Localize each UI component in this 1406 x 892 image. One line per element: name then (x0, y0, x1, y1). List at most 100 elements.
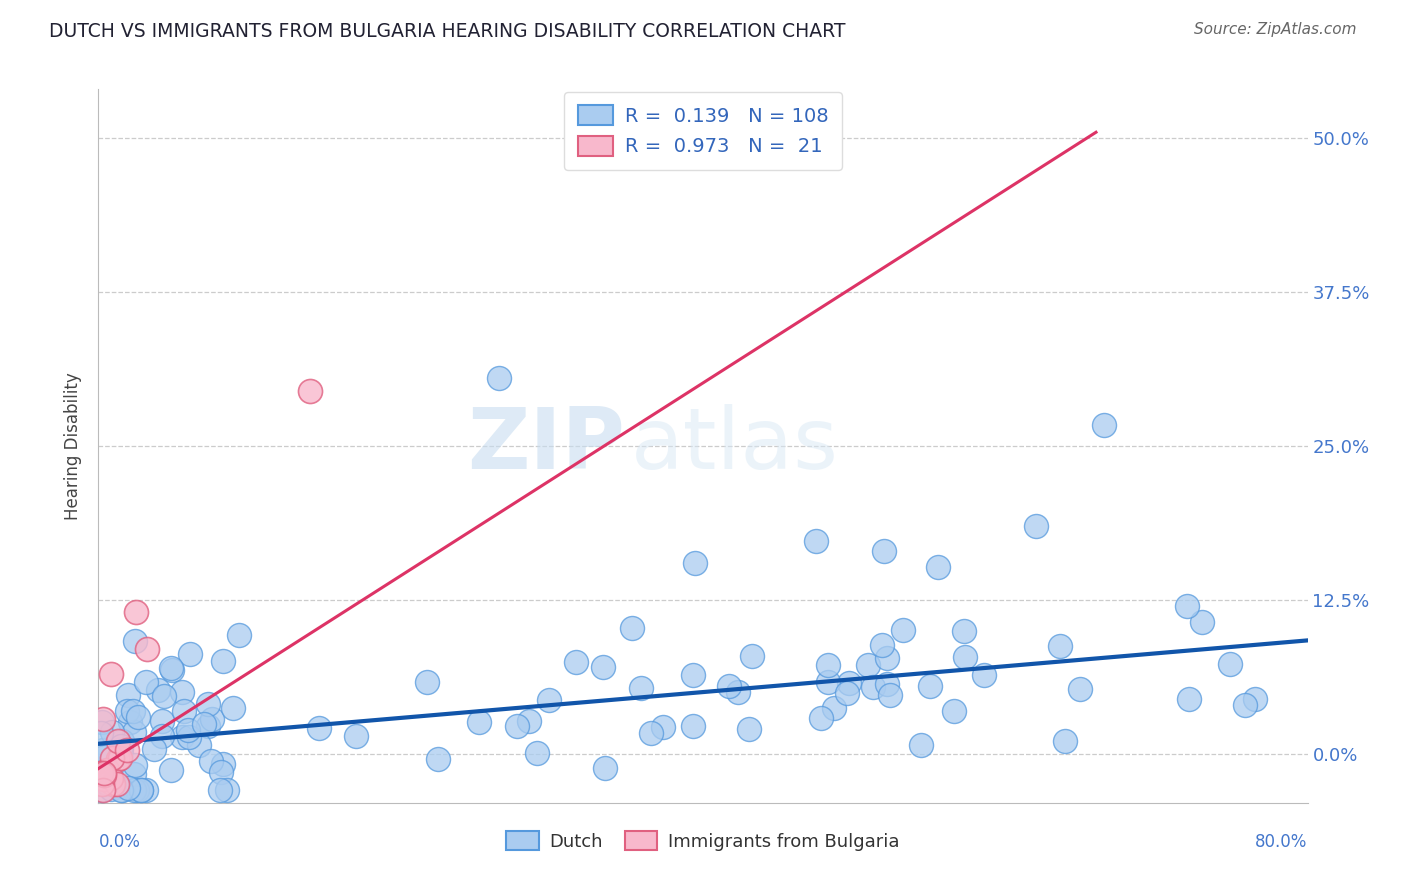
Point (90, 783, 112, 797)
Point (211, 654, 233, 668)
Point (593, 760, 616, 774)
Point (93, 765, 115, 780)
Point (160, 763, 183, 777)
Point (1244, 691, 1267, 706)
Point (953, 624, 976, 638)
Point (592, 660, 614, 674)
Point (124, 633, 146, 648)
Point (111, 734, 134, 748)
Point (159, 661, 181, 675)
Point (737, 723, 759, 737)
Point (1092, 418, 1115, 433)
Text: Source: ZipAtlas.com: Source: ZipAtlas.com (1194, 22, 1357, 37)
Point (153, 690, 176, 704)
Point (538, 692, 561, 706)
Point (1024, 519, 1046, 533)
Point (741, 648, 763, 663)
Point (1177, 691, 1199, 706)
Point (143, 741, 166, 756)
Point (1191, 615, 1213, 629)
Point (172, 730, 194, 744)
Point (90, 726, 112, 740)
Point (135, 782, 157, 797)
Point (222, 700, 245, 714)
Point (110, 742, 132, 756)
Point (90, 777, 112, 791)
Point (201, 712, 224, 726)
Point (193, 716, 215, 731)
Point (682, 668, 704, 682)
Point (117, 705, 139, 719)
Point (96, 775, 118, 789)
Point (640, 726, 662, 740)
Point (1054, 734, 1077, 748)
Point (682, 719, 704, 733)
Point (817, 657, 839, 672)
Point (208, 783, 231, 797)
Point (179, 730, 201, 744)
Point (177, 723, 200, 738)
Point (416, 675, 439, 690)
Point (135, 675, 157, 690)
Point (973, 668, 995, 682)
Point (299, 384, 322, 398)
Point (110, 783, 132, 797)
Point (91, 712, 114, 726)
Point (197, 719, 219, 733)
Point (122, 783, 145, 797)
Point (90, 715, 112, 730)
Point (517, 714, 540, 728)
Point (1219, 657, 1241, 672)
Point (110, 739, 132, 753)
Point (1234, 698, 1257, 712)
Point (93, 750, 115, 764)
Point (823, 701, 845, 715)
Y-axis label: Hearing Disability: Hearing Disability (65, 372, 83, 520)
Point (110, 746, 132, 760)
Point (101, 725, 124, 739)
Point (90, 766, 112, 780)
Point (135, 642, 157, 657)
Point (110, 751, 132, 765)
Point (468, 714, 491, 729)
Point (891, 624, 914, 638)
Point (111, 783, 134, 797)
Text: DUTCH VS IMMIGRANTS FROM BULGARIA HEARING DISABILITY CORRELATION CHART: DUTCH VS IMMIGRANTS FROM BULGARIA HEARIN… (49, 22, 846, 41)
Point (876, 677, 898, 691)
Point (717, 679, 740, 693)
Point (211, 765, 233, 780)
Point (101, 751, 124, 765)
Point (124, 758, 146, 772)
Legend: Dutch, Immigrants from Bulgaria: Dutch, Immigrants from Bulgaria (499, 824, 907, 858)
Point (160, 663, 183, 677)
Point (506, 719, 529, 733)
Point (817, 674, 839, 689)
Point (1069, 681, 1091, 696)
Point (910, 738, 932, 752)
Point (526, 747, 548, 761)
Point (858, 657, 880, 672)
Point (927, 559, 949, 574)
Point (117, 688, 139, 702)
Point (427, 752, 450, 766)
Point (93, 768, 115, 782)
Point (125, 605, 148, 619)
Point (121, 704, 143, 718)
Point (105, 776, 128, 790)
Point (918, 679, 941, 693)
Text: 80.0%: 80.0% (1256, 833, 1308, 851)
Point (146, 682, 169, 697)
Point (838, 676, 860, 690)
Point (870, 639, 893, 653)
Point (953, 649, 976, 664)
Point (685, 556, 707, 570)
Point (93, 772, 115, 786)
Point (100, 666, 122, 681)
Point (150, 714, 173, 728)
Point (862, 680, 884, 694)
Point (727, 685, 749, 699)
Text: ZIP: ZIP (467, 404, 624, 488)
Point (215, 783, 238, 797)
Point (810, 711, 832, 725)
Point (1350, 712, 1372, 726)
